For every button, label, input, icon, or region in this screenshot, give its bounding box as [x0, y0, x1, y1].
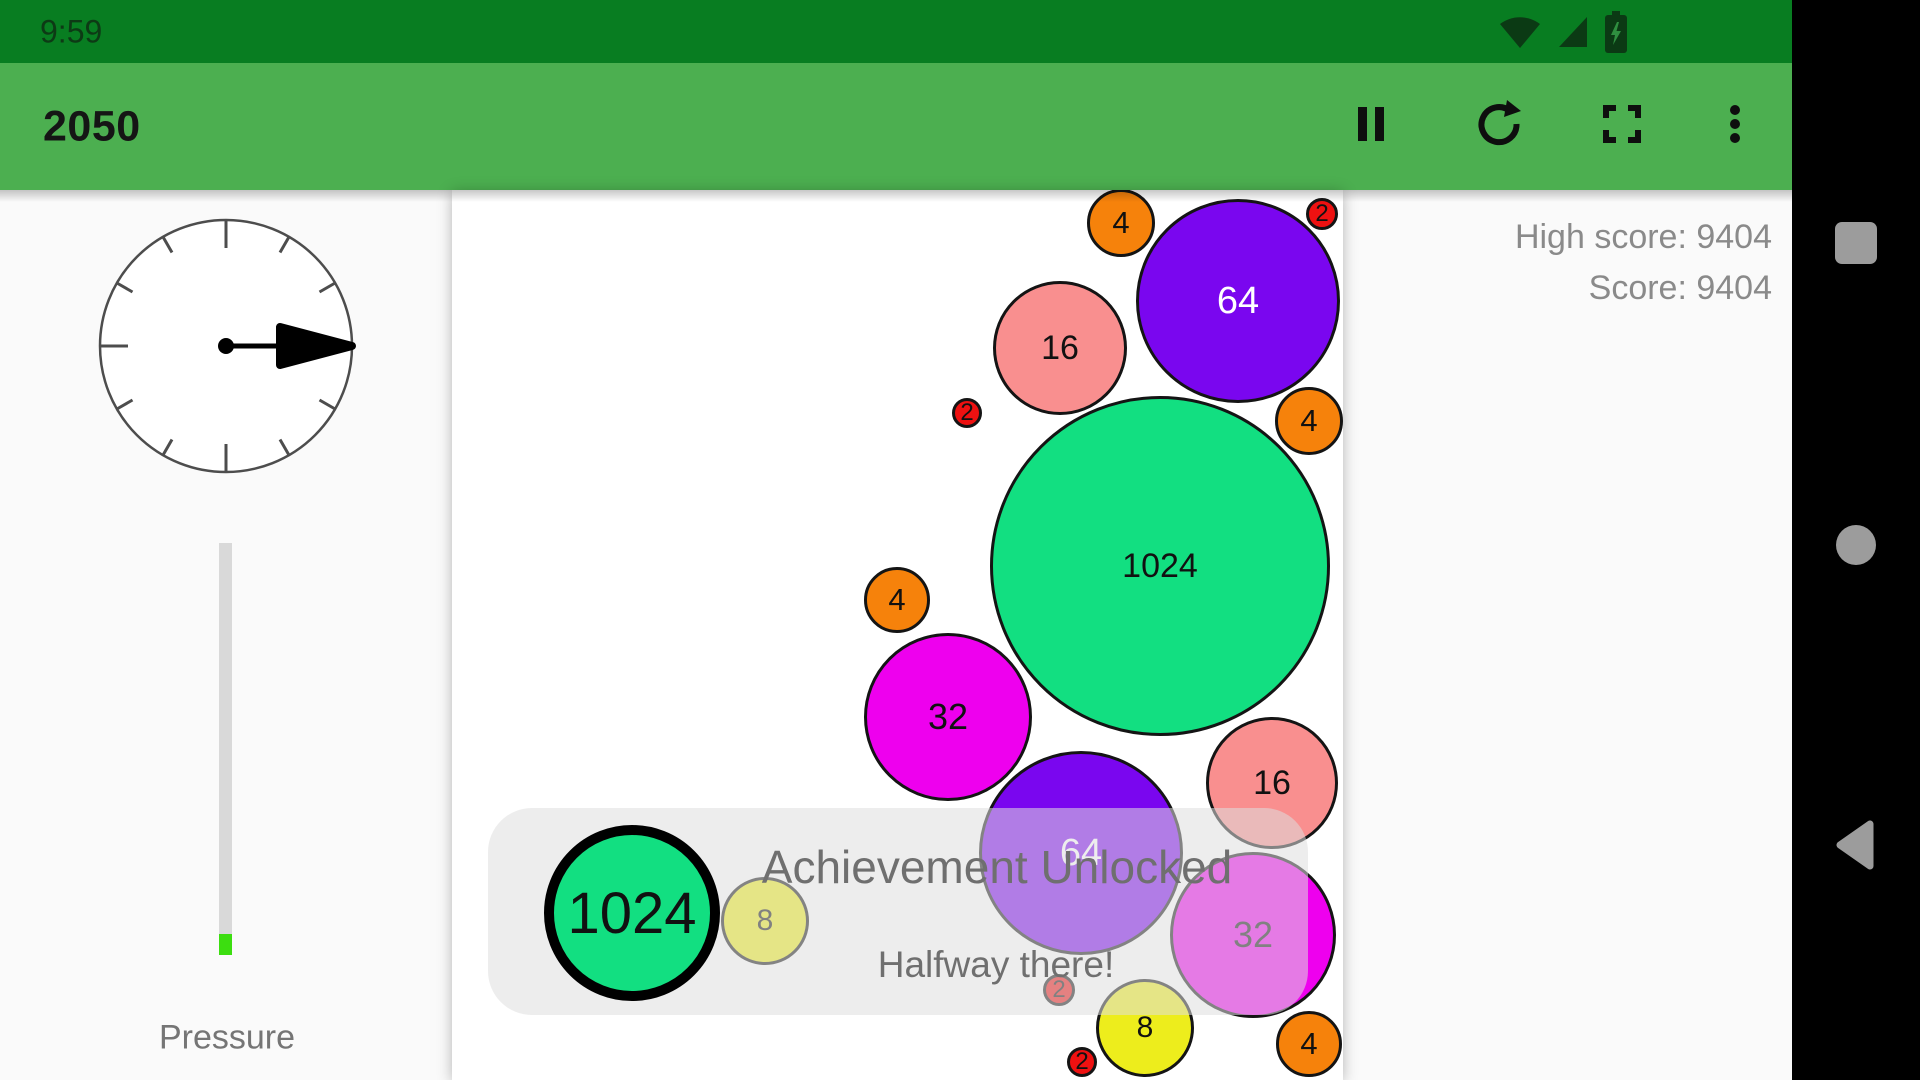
ball-16: 16	[993, 281, 1127, 415]
status-bar: 9:59	[0, 0, 1792, 63]
time-gauge	[95, 215, 357, 482]
ball-1024: 1024	[990, 396, 1330, 736]
home-button[interactable]	[1836, 525, 1876, 565]
pressure-label: Pressure	[158, 1018, 296, 1057]
status-time: 9:59	[40, 13, 103, 49]
navigation-bar	[1792, 0, 1920, 1080]
ball-4: 4	[1276, 1011, 1342, 1077]
refresh-button[interactable]	[1471, 99, 1527, 155]
achievement-title: Achievement Unlocked	[761, 841, 1233, 893]
score-panel: High score: 9404 Score: 9404	[1515, 212, 1772, 314]
app-title: 2050	[43, 102, 141, 150]
ball-2: 2	[1306, 198, 1338, 230]
refresh-icon	[1474, 99, 1524, 154]
ball-4: 4	[1087, 190, 1155, 257]
ball-4: 4	[1275, 387, 1343, 455]
gauge-needle	[218, 323, 356, 369]
ball-64: 64	[1136, 199, 1340, 403]
ball-32: 32	[864, 633, 1032, 801]
back-icon	[1834, 820, 1878, 874]
achievement-subtitle: Halfway there!	[877, 944, 1115, 985]
fullscreen-button[interactable]	[1594, 99, 1650, 155]
status-icons	[1498, 0, 1628, 63]
fullscreen-icon	[1598, 100, 1646, 153]
recents-button[interactable]	[1835, 222, 1877, 264]
pause-icon	[1347, 100, 1395, 153]
ball-4: 4	[864, 567, 930, 633]
game-canvas[interactable]: 42828326416324102442162644 1024 Achievem…	[452, 190, 1343, 1080]
wifi-icon	[1498, 13, 1542, 51]
cellular-signal-icon	[1557, 15, 1589, 49]
back-button[interactable]	[1834, 820, 1878, 870]
overflow-menu-icon	[1711, 100, 1759, 153]
app-bar: 2050	[0, 63, 1792, 190]
ball-2: 2	[952, 398, 982, 428]
score-text: Score: 9404	[1588, 269, 1772, 307]
pressure-track	[219, 543, 232, 934]
battery-charging-icon	[1604, 10, 1628, 53]
high-score-text: High score: 9404	[1514, 218, 1772, 256]
pressure-fill	[219, 934, 232, 955]
ball-2: 2	[1067, 1047, 1097, 1077]
overflow-menu-button[interactable]	[1707, 99, 1763, 155]
achievement-ball-1024: 1024	[544, 825, 720, 1001]
pause-button[interactable]	[1343, 99, 1399, 155]
